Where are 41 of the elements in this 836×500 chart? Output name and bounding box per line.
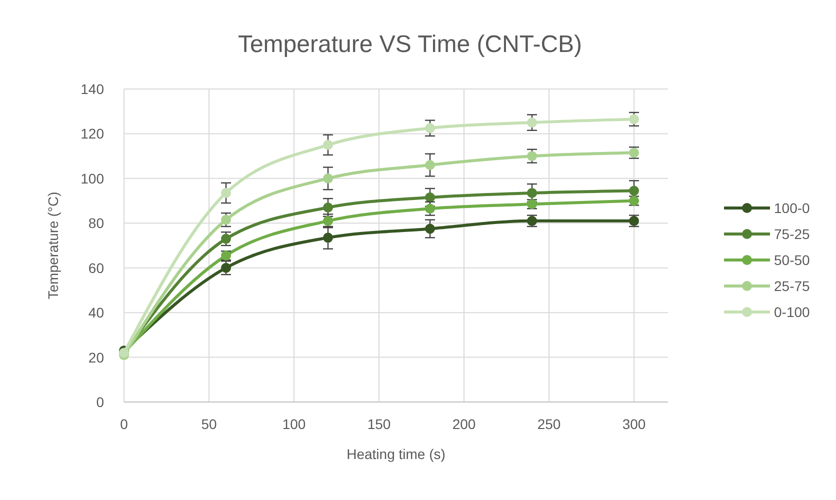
point <box>425 192 435 202</box>
y-tick-label: 40 <box>88 304 104 321</box>
point <box>425 123 435 134</box>
point <box>323 173 333 184</box>
y-tick-label: 100 <box>80 170 104 186</box>
x-tick-label: 50 <box>201 416 217 432</box>
point <box>527 188 537 198</box>
y-tick-label: 20 <box>88 349 104 366</box>
x-tick-label: 200 <box>452 416 476 432</box>
point <box>527 118 537 128</box>
chart-title: Temperature VS Time (CNT-CB) <box>238 31 582 58</box>
point <box>221 262 231 273</box>
point <box>323 232 333 243</box>
x-tick-label: 150 <box>367 416 391 432</box>
y-tick-label: 0 <box>96 394 104 410</box>
point <box>527 151 537 162</box>
point <box>425 224 435 234</box>
point <box>629 186 639 196</box>
legend-label: 25-75 <box>774 278 810 294</box>
x-tick-label: 0 <box>120 416 128 432</box>
y-tick-label: 60 <box>88 260 104 276</box>
x-tick-label: 300 <box>622 416 646 432</box>
point <box>221 188 231 198</box>
point <box>221 234 231 244</box>
y-tick-label: 120 <box>80 126 104 142</box>
point <box>221 214 231 225</box>
point <box>323 140 333 150</box>
point <box>323 202 333 212</box>
point <box>629 114 639 124</box>
legend-label: 75-25 <box>774 226 810 242</box>
legend-label: 100-0 <box>774 200 810 216</box>
x-axis-title: Heating time (s) <box>346 446 446 462</box>
legend-label: 0-100 <box>774 304 810 320</box>
x-tick-label: 100 <box>282 416 306 432</box>
y-tick-label: 80 <box>88 215 104 232</box>
y-axis-title: Temperature (°C) <box>45 192 61 300</box>
x-tick-label: 250 <box>537 416 561 432</box>
legend-label: 50-50 <box>774 252 810 268</box>
point <box>425 204 435 214</box>
point <box>425 160 435 170</box>
y-tick-label: 140 <box>80 81 104 97</box>
